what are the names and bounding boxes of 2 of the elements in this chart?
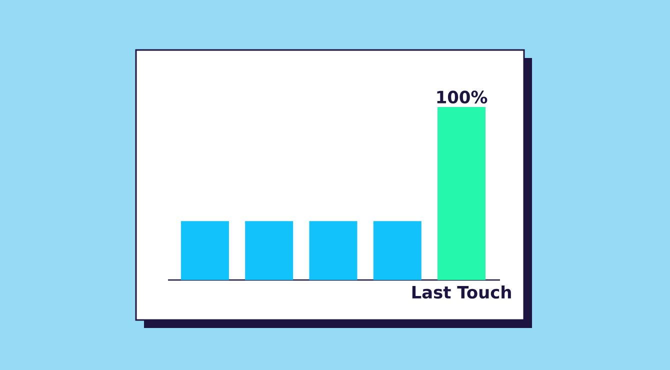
data-label: 100% — [437, 90, 488, 104]
x-tick-label: Last Touch — [412, 286, 511, 299]
